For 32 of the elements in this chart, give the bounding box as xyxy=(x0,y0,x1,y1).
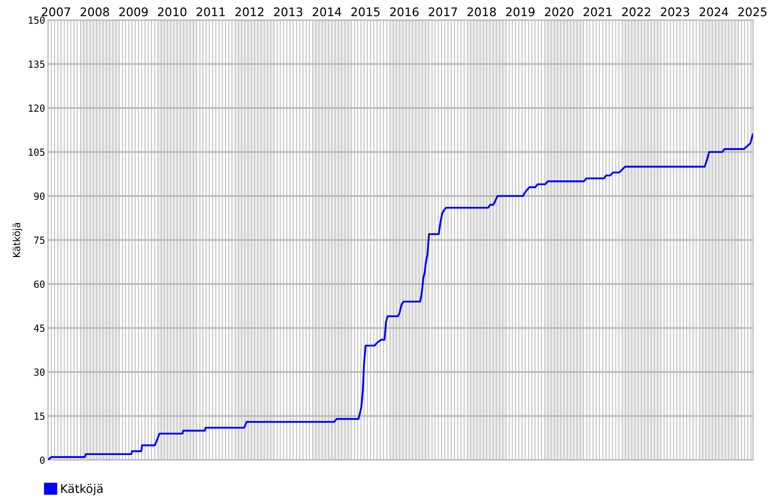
y-tick-label: 0 xyxy=(40,456,45,464)
y-tick-label: 90 xyxy=(34,192,45,200)
y-tick-label: 120 xyxy=(28,104,45,112)
x-tick-label: 2010 xyxy=(158,7,186,16)
y-tick-label: 60 xyxy=(34,280,45,288)
x-tick-label: 2021 xyxy=(584,7,612,16)
legend-label: Kätköjä xyxy=(61,484,103,496)
x-tick-label: 2017 xyxy=(428,7,457,16)
y-tick-label: 75 xyxy=(34,236,44,244)
x-tick-label: 2016 xyxy=(390,7,419,16)
x-tick-label: 2024 xyxy=(700,7,728,16)
y-tick-label: 30 xyxy=(34,368,45,376)
y-axis-title: Kätköjä xyxy=(12,222,22,257)
x-tick-label: 2009 xyxy=(119,7,148,16)
x-tick-label: 2008 xyxy=(80,7,110,16)
x-tick-label: 2012 xyxy=(235,7,264,16)
x-tick-label: 2020 xyxy=(544,7,574,16)
y-tick-label: 150 xyxy=(28,16,45,24)
y-tick-label: 15 xyxy=(34,412,44,420)
x-tick-label: 2015 xyxy=(351,7,380,16)
y-tick-label: 135 xyxy=(28,60,44,68)
y-tick-label: 105 xyxy=(28,148,44,156)
x-tick-label: 2023 xyxy=(660,7,690,16)
x-tick-label: 2025 xyxy=(738,7,766,16)
x-tick-label: 2007 xyxy=(42,7,70,16)
x-tick-label: 2018 xyxy=(467,7,496,16)
x-tick-label: 2013 xyxy=(274,7,302,16)
x-tick-label: 2022 xyxy=(622,7,650,16)
x-tick-label: 2014 xyxy=(312,7,342,16)
y-tick-label: 45 xyxy=(34,324,44,332)
x-tick-label: 2019 xyxy=(506,7,534,16)
x-tick-label: 2011 xyxy=(196,7,225,16)
